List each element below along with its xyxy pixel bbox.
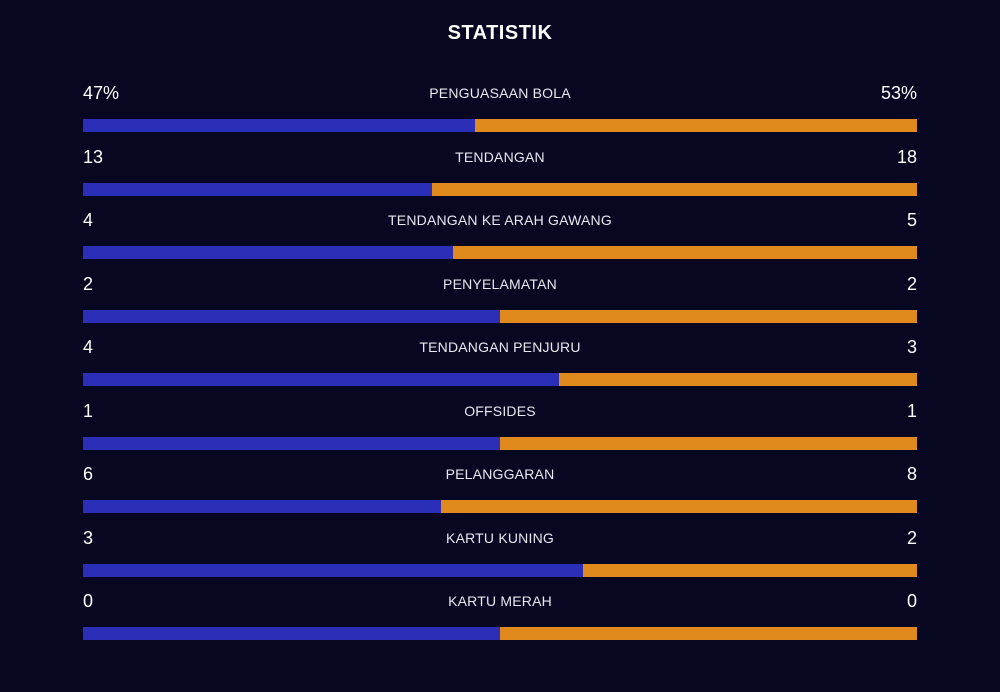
comparison-bar <box>83 309 917 323</box>
away-bar-segment <box>559 373 917 386</box>
home-value: 6 <box>83 464 94 484</box>
away-value: 18 <box>896 146 917 167</box>
stat-row-shots-on-target: 4 TENDANGAN KE ARAH GAWANG 5 <box>83 208 917 272</box>
away-bar-segment <box>474 119 917 132</box>
home-value: 2 <box>83 273 94 294</box>
stat-label: OFFSIDES <box>464 402 536 419</box>
away-bar-segment <box>432 182 917 196</box>
away-bar-segment <box>500 436 917 450</box>
home-value: 0 <box>83 591 94 611</box>
home-value: 3 <box>83 527 94 548</box>
stat-label: KARTU KUNING <box>446 529 554 546</box>
home-bar-segment <box>83 309 500 323</box>
comparison-bar <box>83 627 917 640</box>
comparison-bar <box>83 500 917 513</box>
stat-row-shots: 13 TENDANGAN 18 <box>83 145 917 209</box>
comparison-bar <box>83 373 917 386</box>
comparison-bar <box>83 436 917 450</box>
stat-row-fouls: 6 PELANGGARAN 8 <box>83 462 917 526</box>
stat-label: PELANGGARAN <box>445 466 555 482</box>
comparison-bar <box>83 119 917 132</box>
home-bar-segment <box>83 119 475 132</box>
away-bar-segment <box>583 563 917 577</box>
away-value: 1 <box>906 400 917 421</box>
home-bar-segment <box>83 373 560 386</box>
away-value: 5 <box>906 210 917 230</box>
away-value: 2 <box>906 273 917 294</box>
away-bar-segment <box>500 309 917 323</box>
away-value: 53% <box>880 83 917 103</box>
home-bar-segment <box>83 627 500 640</box>
stats-list: 47% PENGUASAAN BOLA 53% 13 TENDANGAN 18 … <box>83 81 917 653</box>
away-value: 2 <box>906 527 917 548</box>
stat-row-offsides: 1 OFFSIDES 1 <box>83 399 917 463</box>
away-bar-segment <box>453 246 917 259</box>
home-value: 4 <box>83 210 94 230</box>
stat-row-yellow-cards: 3 KARTU KUNING 2 <box>83 526 917 590</box>
stats-title: STATISTIK <box>447 22 553 44</box>
home-bar-segment <box>83 563 584 577</box>
stat-row-saves: 2 PENYELAMATAN 2 <box>83 272 917 336</box>
home-value: 13 <box>83 146 104 167</box>
stat-label: PENYELAMATAN <box>443 275 557 292</box>
home-value: 1 <box>83 400 94 421</box>
home-value: 4 <box>83 337 94 357</box>
stat-label: TENDANGAN KE ARAH GAWANG <box>388 212 612 228</box>
home-bar-segment <box>83 182 433 196</box>
stat-row-possession: 47% PENGUASAAN BOLA 53% <box>83 81 917 145</box>
away-value: 8 <box>906 464 917 484</box>
home-bar-segment <box>83 436 500 450</box>
away-bar-segment <box>440 500 917 513</box>
away-value: 0 <box>906 591 917 611</box>
home-bar-segment <box>83 246 454 259</box>
home-bar-segment <box>83 500 441 513</box>
stat-row-red-cards: 0 KARTU MERAH 0 <box>83 589 917 653</box>
stat-label: KARTU MERAH <box>448 593 552 609</box>
stat-label: TENDANGAN PENJURU <box>419 339 581 355</box>
stat-label: PENGUASAAN BOLA <box>429 85 571 101</box>
comparison-bar <box>83 563 917 577</box>
away-bar-segment <box>500 627 917 640</box>
away-value: 3 <box>906 337 917 357</box>
home-value: 47% <box>83 83 120 103</box>
comparison-bar <box>83 246 917 259</box>
comparison-bar <box>83 182 917 196</box>
stat-label: TENDANGAN <box>455 148 545 165</box>
stat-row-corners: 4 TENDANGAN PENJURU 3 <box>83 335 917 399</box>
